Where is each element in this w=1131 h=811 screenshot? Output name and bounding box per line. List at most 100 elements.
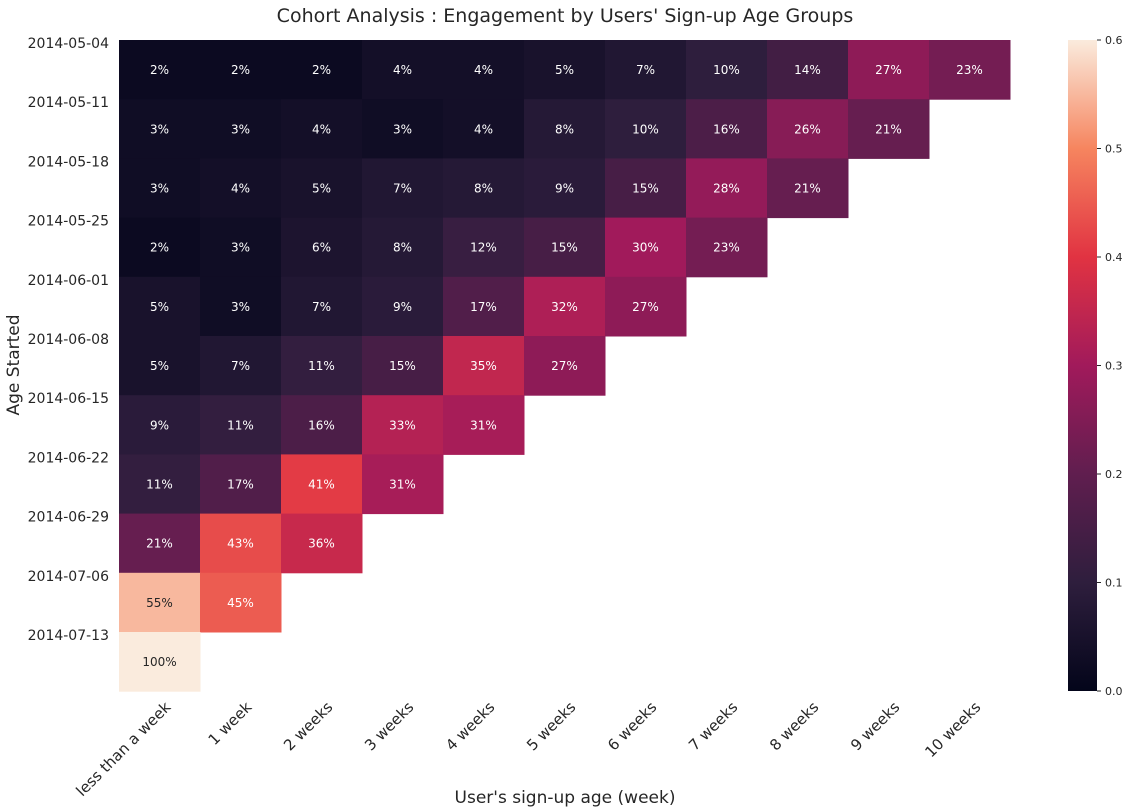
heatmap-cell xyxy=(200,572,282,633)
cell-value-label: 7% xyxy=(312,300,331,314)
heatmap-cell xyxy=(686,217,768,278)
colorbar-tick-label: 0.6 xyxy=(1105,34,1123,47)
heatmap-cell xyxy=(200,217,282,278)
cell-value-label: 4% xyxy=(231,182,250,196)
y-tick-label: 2014-05-04 xyxy=(28,36,109,52)
heatmap-cell xyxy=(605,158,687,219)
heatmap-cell xyxy=(767,158,849,219)
cell-value-label: 16% xyxy=(308,418,335,432)
heatmap-cell xyxy=(119,40,201,100)
y-axis-label: Age Started xyxy=(4,314,24,415)
heatmap-cell xyxy=(281,276,363,337)
heatmap-cell xyxy=(119,217,201,278)
y-tick-label: 2014-05-11 xyxy=(28,95,109,111)
cell-value-label: 100% xyxy=(142,655,176,669)
heatmap-cell xyxy=(200,454,282,515)
cell-value-label: 17% xyxy=(227,478,254,492)
cell-value-label: 26% xyxy=(794,122,821,136)
cell-value-label: 31% xyxy=(470,418,497,432)
cell-value-label: 9% xyxy=(555,182,574,196)
heatmap-cell xyxy=(119,395,201,455)
y-tick-label: 2014-06-29 xyxy=(28,510,109,526)
heatmap-cell xyxy=(119,572,201,633)
cell-value-label: 16% xyxy=(713,122,740,136)
heatmap-cell xyxy=(119,632,201,692)
cell-value-label: 11% xyxy=(227,418,254,432)
heatmap-cell xyxy=(524,158,606,219)
cell-value-label: 3% xyxy=(231,122,250,136)
cell-value-label: 21% xyxy=(794,182,821,196)
cell-value-label: 8% xyxy=(555,122,574,136)
heatmap-cell xyxy=(767,40,849,100)
heatmap-cell xyxy=(362,454,444,515)
cell-value-label: 27% xyxy=(875,63,902,77)
y-tick-labels: 2014-05-04 2014-05-11 2014-05-18 2014-05-25… xyxy=(28,36,109,644)
heatmap-cell xyxy=(119,336,201,396)
heatmap-cell-labels: 2% 2% 2% 4% 4% 5% 7% 10% 14% 27% 23% 3% 3% 4% 3% 4% 8% 10… xyxy=(142,63,982,669)
x-tick-label: 1 week xyxy=(205,698,256,749)
cell-value-label: 8% xyxy=(474,182,493,196)
heatmap-cell xyxy=(605,99,687,159)
cell-value-label: 28% xyxy=(713,182,740,196)
heatmap-cell xyxy=(767,99,849,159)
y-tick-label: 2014-05-25 xyxy=(28,214,109,230)
cell-value-label: 5% xyxy=(555,63,574,77)
cell-value-label: 11% xyxy=(308,359,335,373)
heatmap-cell xyxy=(200,99,282,159)
heatmap-cell xyxy=(200,395,282,455)
cell-value-label: 11% xyxy=(146,478,173,492)
cell-value-label: 3% xyxy=(393,122,412,136)
heatmap-cell xyxy=(524,99,606,159)
y-tick-label: 2014-05-18 xyxy=(28,154,109,170)
heatmap-cell xyxy=(686,99,768,159)
heatmap-cell xyxy=(524,336,606,396)
heatmap-cell xyxy=(281,158,363,219)
heatmap-cell xyxy=(848,99,930,159)
x-tick-label: 7 weeks xyxy=(685,698,741,754)
cell-value-label: 2% xyxy=(150,63,169,77)
heatmap-cells xyxy=(119,40,1011,692)
heatmap-cell xyxy=(281,395,363,455)
cell-value-label: 6% xyxy=(312,241,331,255)
colorbar-tick-label: 0.1 xyxy=(1105,577,1123,590)
heatmap-cell xyxy=(281,99,363,159)
colorbar-tick-label: 0.2 xyxy=(1105,468,1123,481)
cell-value-label: 36% xyxy=(308,537,335,551)
colorbar-ticks: 0.0 0.1 0.2 0.3 0.4 0.5 0.6 xyxy=(1097,34,1123,698)
cell-value-label: 7% xyxy=(636,63,655,77)
cell-value-label: 23% xyxy=(956,63,983,77)
x-tick-label: 3 weeks xyxy=(361,698,417,754)
heatmap-cell xyxy=(686,158,768,219)
heatmap-cell xyxy=(200,513,282,574)
heatmap-cell xyxy=(443,395,525,455)
heatmap-cell xyxy=(200,158,282,219)
cell-value-label: 55% xyxy=(146,596,173,610)
heatmap-cell xyxy=(281,217,363,278)
heatmap-cell xyxy=(119,454,201,515)
heatmap-cell xyxy=(605,217,687,278)
heatmap-cell xyxy=(362,336,444,396)
cell-value-label: 5% xyxy=(150,300,169,314)
cell-value-label: 5% xyxy=(150,359,169,373)
heatmap-cell xyxy=(119,276,201,337)
heatmap-cell xyxy=(605,40,687,100)
heatmap-cell xyxy=(200,276,282,337)
heatmap-cell xyxy=(362,217,444,278)
heatmap-cell xyxy=(443,276,525,337)
y-tick-label: 2014-06-08 xyxy=(28,332,109,348)
colorbar-gradient xyxy=(1068,40,1097,691)
heatmap-cell xyxy=(929,40,1011,100)
heatmap-cell xyxy=(281,513,363,574)
x-tick-label: 8 weeks xyxy=(766,698,822,754)
cell-value-label: 7% xyxy=(231,359,250,373)
cell-value-label: 5% xyxy=(312,182,331,196)
cell-value-label: 10% xyxy=(632,122,659,136)
heatmap-cell xyxy=(848,40,930,100)
cell-value-label: 12% xyxy=(470,241,497,255)
cell-value-label: 2% xyxy=(150,241,169,255)
heatmap-cell xyxy=(362,276,444,337)
cell-value-label: 31% xyxy=(389,478,416,492)
heatmap-cell xyxy=(119,158,201,219)
colorbar: 0.0 0.1 0.2 0.3 0.4 0.5 0.6 xyxy=(1068,34,1123,698)
